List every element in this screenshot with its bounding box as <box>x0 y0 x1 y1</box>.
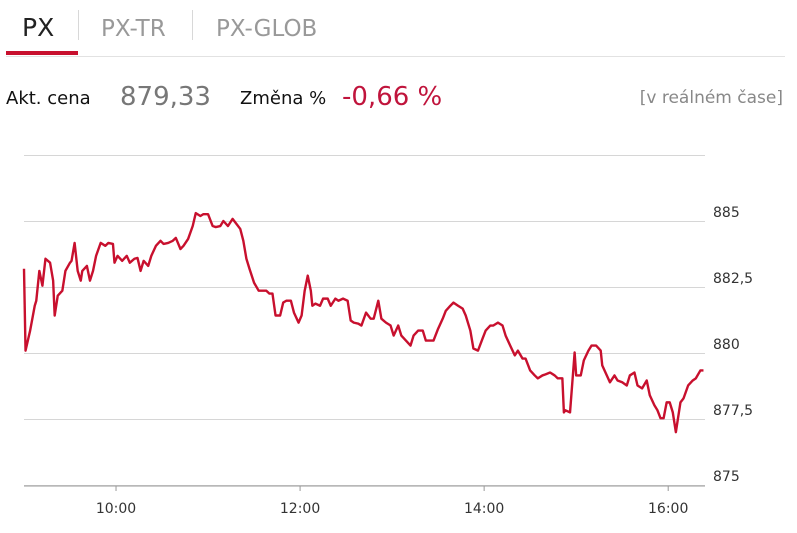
price: 879,33 <box>120 82 211 112</box>
y-tick-label: 875 <box>713 469 740 485</box>
price-label: Akt. cena <box>6 88 91 109</box>
y-tick-label: 882,5 <box>713 271 753 287</box>
change-label: Změna % <box>240 88 326 109</box>
x-tick-label: 10:00 <box>96 501 136 517</box>
x-tick-label: 16:00 <box>648 501 688 517</box>
status: [v reálném čase] <box>640 88 783 108</box>
active-tab-underline <box>6 51 78 55</box>
x-tick-label: 14:00 <box>464 501 504 517</box>
price-line <box>22 211 704 434</box>
tab[interactable]: PX-GLOB <box>216 16 317 42</box>
tab[interactable]: PX <box>22 13 54 42</box>
y-tick-label: 880 <box>713 337 740 353</box>
x-tick-label: 12:00 <box>280 501 320 517</box>
y-tick-label: 885 <box>713 205 740 221</box>
change: -0,66 % <box>342 82 442 112</box>
y-tick-label: 877,5 <box>713 403 753 419</box>
tab[interactable]: PX-TR <box>101 16 166 42</box>
